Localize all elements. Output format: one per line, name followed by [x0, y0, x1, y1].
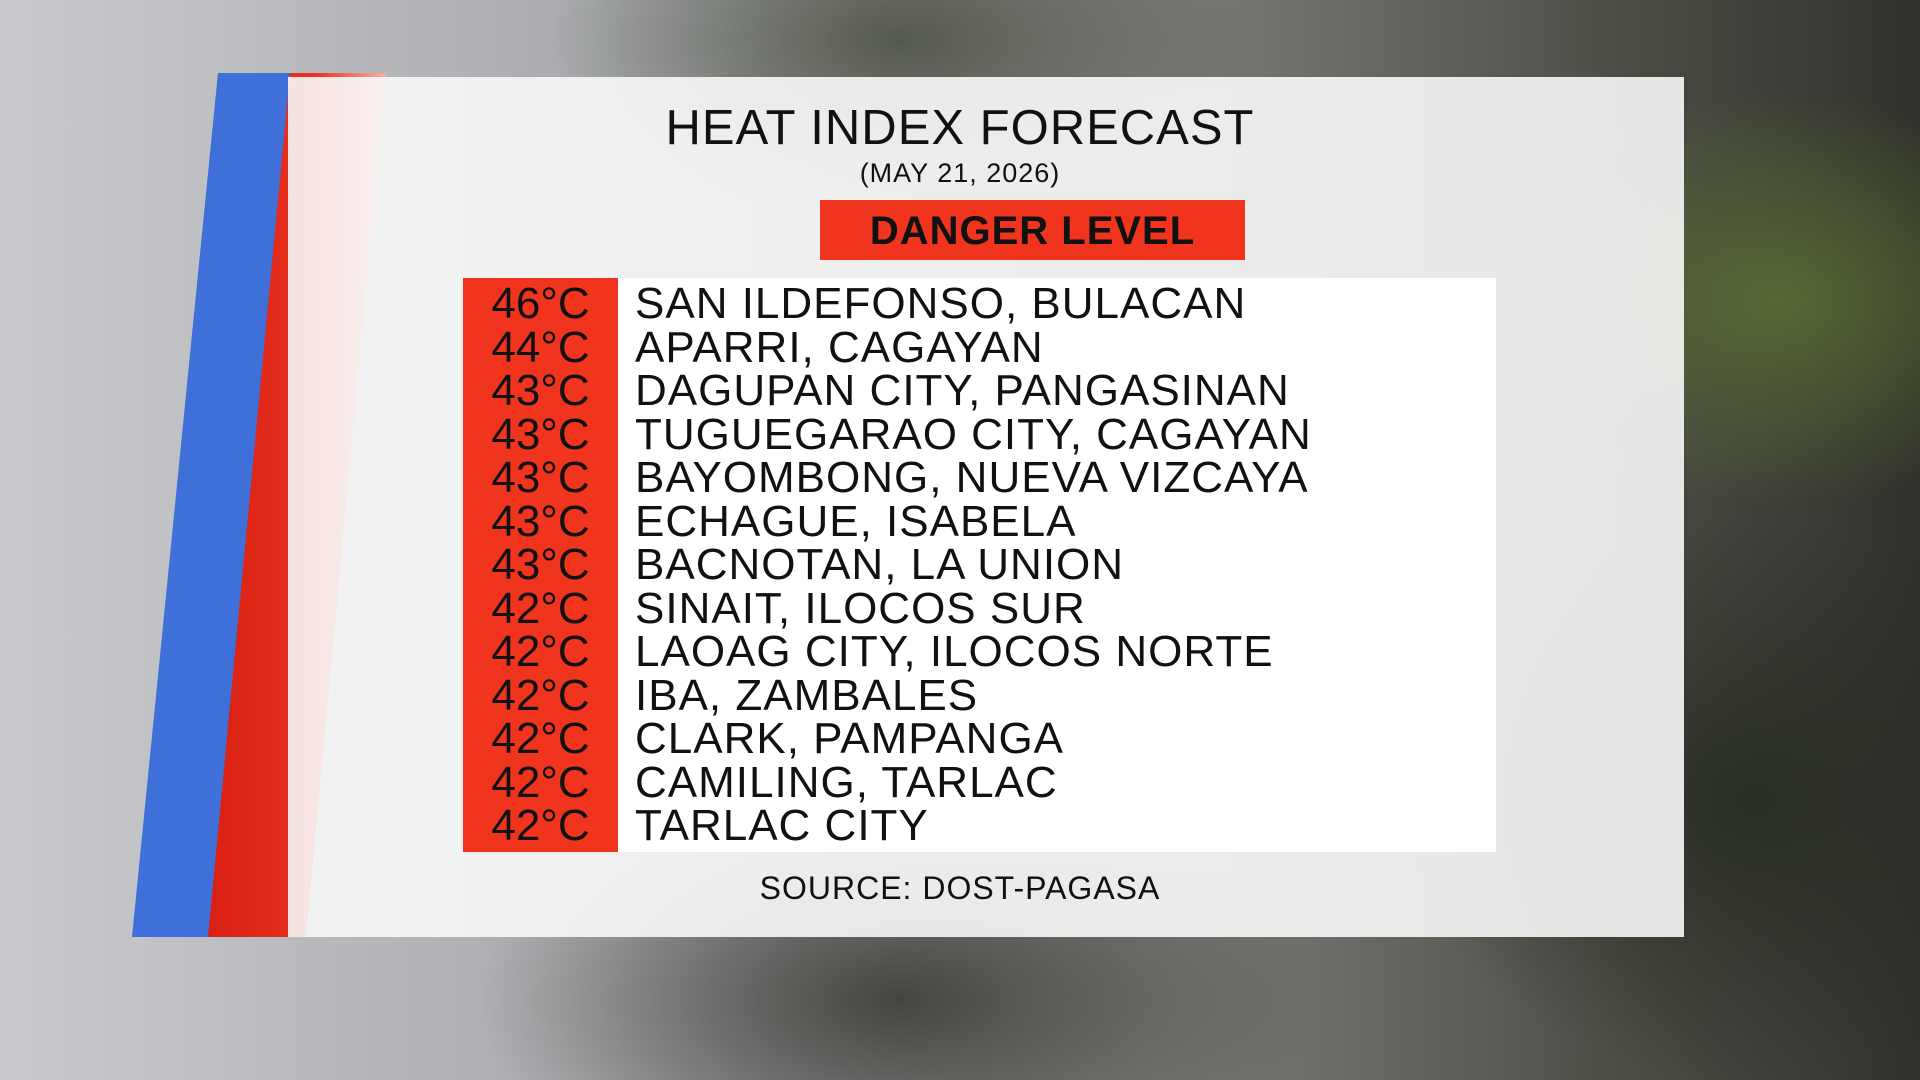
table-row: 42°C CLARK, PAMPANGA — [463, 714, 1496, 763]
location: BACNOTAN, LA UNION — [635, 540, 1125, 589]
temperature: 42°C — [491, 714, 590, 763]
temperature: 43°C — [491, 496, 590, 546]
table-row: 43°C TUGUEGARAO CITY, CAGAYAN — [463, 409, 1496, 459]
temp-column — [463, 278, 618, 852]
location: TARLAC CITY — [635, 801, 929, 850]
temperature: 42°C — [491, 583, 590, 633]
location: SINAIT, ILOCOS SUR — [635, 583, 1086, 633]
location: CAMILING, TARLAC — [635, 757, 1058, 807]
blue-stripe — [132, 73, 296, 937]
table-row: 42°C LAOAG CITY, ILOCOS NORTE — [463, 627, 1496, 676]
temperature: 42°C — [491, 670, 590, 720]
location: DAGUPAN CITY, PANGASINAN — [635, 366, 1290, 415]
table: 46°C SAN ILDEFONSO, BULACAN 44°C APARRI, CA… — [463, 278, 1496, 852]
location: LAOAG CITY, ILOCOS NORTE — [635, 627, 1274, 676]
table-row: 42°C TARLAC CITY — [463, 801, 1496, 850]
location: IBA, ZAMBALES — [635, 670, 979, 720]
temperature: 43°C — [491, 409, 590, 459]
location: SAN ILDEFONSO, BULACAN — [635, 279, 1247, 328]
location: APARRI, CAGAYAN — [635, 322, 1044, 372]
temperature: 46°C — [491, 279, 590, 328]
table-row: 43°C BACNOTAN, LA UNION — [463, 540, 1496, 589]
location: BAYOMBONG, NUEVA VIZCAYA — [635, 453, 1309, 502]
table-row: 42°C IBA, ZAMBALES — [463, 670, 1496, 720]
location: TUGUEGARAO CITY, CAGAYAN — [635, 409, 1312, 459]
temperature: 43°C — [491, 453, 590, 502]
table-row: 43°C ECHAGUE, ISABELA — [463, 496, 1496, 546]
table-row: 44°C APARRI, CAGAYAN — [463, 322, 1496, 372]
table-row: 42°C CAMILING, TARLAC — [463, 757, 1496, 807]
temperature: 43°C — [491, 540, 590, 589]
table-row: 46°C SAN ILDEFONSO, BULACAN — [463, 279, 1496, 328]
title: HEAT INDEX FORECAST — [665, 101, 1255, 155]
source: SOURCE: DOST-PAGASA — [759, 870, 1161, 906]
table-row: 43°C BAYOMBONG, NUEVA VIZCAYA — [463, 453, 1496, 502]
temperature: 43°C — [491, 366, 590, 415]
location: ECHAGUE, ISABELA — [635, 496, 1077, 546]
date: (MAY 21, 2026) — [859, 158, 1061, 188]
location: CLARK, PAMPANGA — [635, 714, 1065, 763]
temperature: 42°C — [491, 627, 590, 676]
temperature: 44°C — [491, 322, 590, 372]
temperature: 42°C — [491, 757, 590, 807]
table-row: 42°C SINAIT, ILOCOS SUR — [463, 583, 1496, 633]
temperature: 42°C — [491, 801, 590, 850]
danger-level: DANGER LEVEL — [820, 200, 1245, 260]
table-row: 43°C DAGUPAN CITY, PANGASINAN — [463, 366, 1496, 415]
